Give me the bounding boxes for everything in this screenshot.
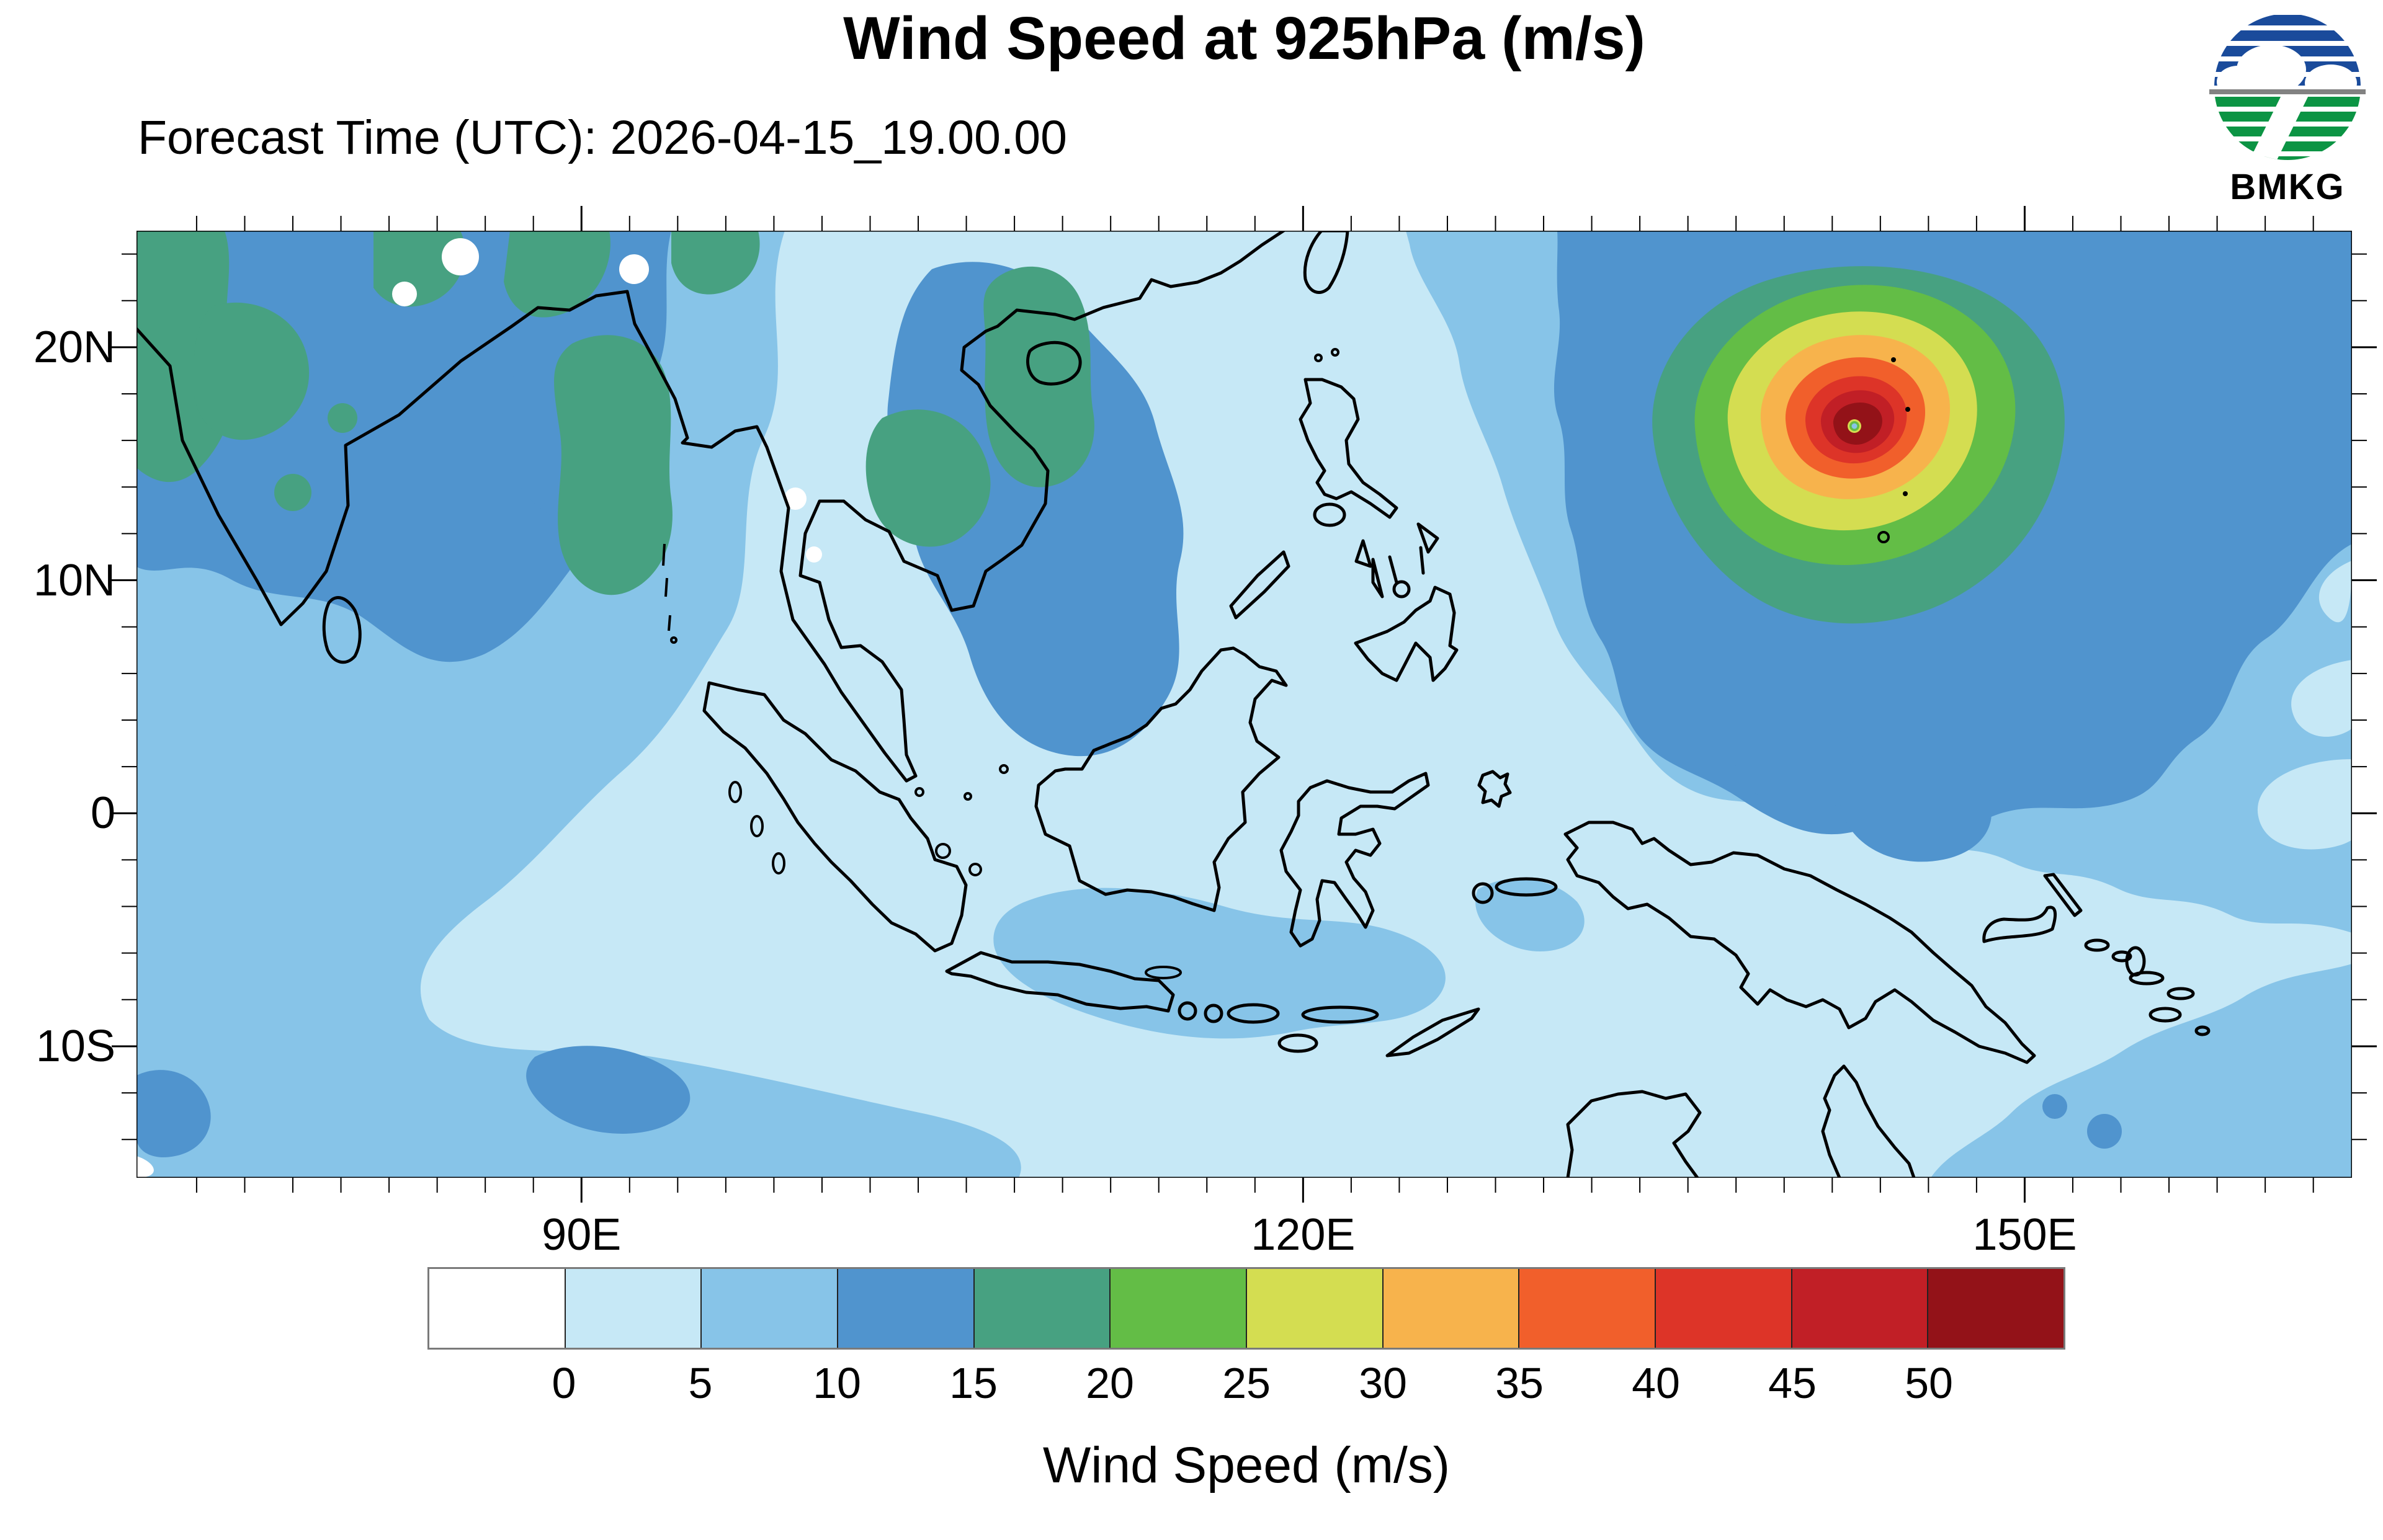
bmkg-logo: BMKG xyxy=(2209,10,2366,208)
coastlines xyxy=(136,231,2211,1178)
colorbar-tick-label: 35 xyxy=(1495,1359,1544,1407)
map-plot xyxy=(112,206,2377,1203)
colorbar-cell xyxy=(1247,1269,1384,1348)
colorbar-title: Wind Speed (m/s) xyxy=(1042,1437,1451,1493)
colorbar-tick-label: 20 xyxy=(1086,1359,1134,1407)
lat-tick-label: 20N xyxy=(33,322,115,372)
colorbar-tick-label: 10 xyxy=(813,1359,861,1407)
lon-tick-label: 150E xyxy=(1972,1210,2077,1260)
colorbar xyxy=(427,1267,2065,1350)
colorbar-tick-label: 40 xyxy=(1632,1359,1680,1407)
axis-ticks xyxy=(112,206,2377,1203)
colorbar-tick-label: 50 xyxy=(1905,1359,1953,1407)
colorbar-cell xyxy=(838,1269,975,1348)
colorbar-tick-label: 30 xyxy=(1359,1359,1407,1407)
colorbar-tick-label: 25 xyxy=(1222,1359,1271,1407)
colorbar-cell xyxy=(1383,1269,1520,1348)
lat-tick-label: 0 xyxy=(90,788,115,839)
chart-title: Wind Speed at 925hPa (m/s) xyxy=(843,4,1645,72)
lat-tick-label: 10N xyxy=(33,555,115,605)
wind-speed-contours xyxy=(136,231,2352,1178)
colorbar-cell xyxy=(565,1269,702,1348)
colorbar-tick-label: 15 xyxy=(949,1359,998,1407)
cyclone-eye xyxy=(1851,423,1858,429)
colorbar-labels: 0 5 10 15 20 25 30 35 40 45 50 xyxy=(427,1358,2065,1414)
forecast-time: Forecast Time (UTC): 2026-04-15_19.00.00 xyxy=(138,111,1067,164)
bmkg-logo-label: BMKG xyxy=(2230,167,2345,207)
colorbar-cell xyxy=(1656,1269,1792,1348)
colorbar-tick-label: 5 xyxy=(688,1359,713,1407)
colorbar-cell xyxy=(429,1269,566,1348)
colorbar-cell xyxy=(702,1269,839,1348)
bmkg-logo-icon xyxy=(2209,14,2366,160)
colorbar-cell xyxy=(1519,1269,1656,1348)
colorbar-tick-label: 45 xyxy=(1768,1359,1817,1407)
lat-tick-label: 10S xyxy=(35,1021,115,1071)
lon-tick-label: 120E xyxy=(1251,1210,1356,1260)
tropical-cyclone xyxy=(1652,266,2065,624)
colorbar-cell xyxy=(1928,1269,2064,1348)
lon-tick-label: 90E xyxy=(542,1210,622,1260)
colorbar-cell xyxy=(974,1269,1111,1348)
colorbar-cell xyxy=(1111,1269,1248,1348)
colorbar-cell xyxy=(1792,1269,1929,1348)
colorbar-tick-label: 0 xyxy=(552,1359,576,1407)
